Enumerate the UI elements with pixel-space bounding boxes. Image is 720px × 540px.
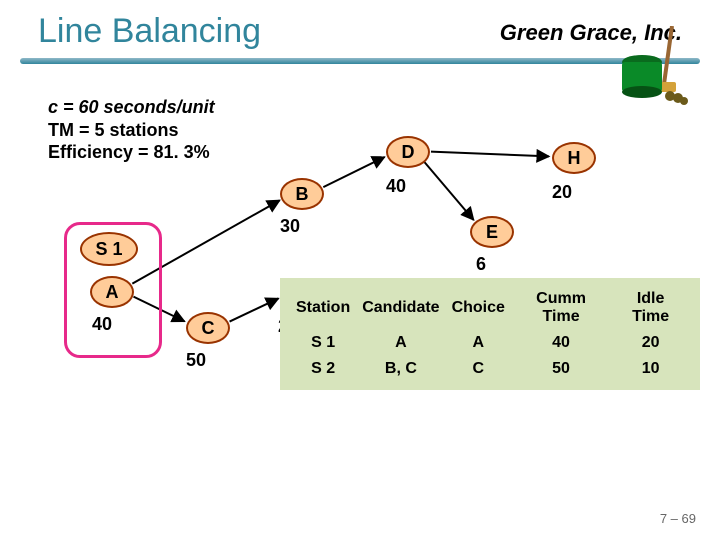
assignment-table: StationCandidateChoiceCumm TimeIdle Time… bbox=[280, 278, 700, 390]
table-cell: 50 bbox=[511, 356, 611, 382]
table-header-cell: Idle Time bbox=[611, 286, 690, 330]
table-header-row: StationCandidateChoiceCumm TimeIdle Time bbox=[290, 286, 690, 330]
node-d: D bbox=[386, 136, 430, 168]
table-cell: 20 bbox=[611, 330, 690, 356]
table-cell: S 2 bbox=[290, 356, 356, 382]
parameters-block: c = 60 seconds/unit TM = 5 stations Effi… bbox=[48, 96, 215, 164]
table-header-cell: Choice bbox=[446, 286, 511, 330]
table-cell: S 1 bbox=[290, 330, 356, 356]
table-cell: C bbox=[446, 356, 511, 382]
table-row: S 2B, CC5010 bbox=[290, 356, 690, 382]
trashcan-icon bbox=[620, 26, 690, 106]
node-c-value: 50 bbox=[186, 350, 206, 371]
param-line-tm: TM = 5 stations bbox=[48, 119, 215, 142]
param-line-eff: Efficiency = 81. 3% bbox=[48, 141, 215, 164]
node-a-value: 40 bbox=[92, 314, 112, 335]
node-b-value: 30 bbox=[280, 216, 300, 237]
table-cell: A bbox=[446, 330, 511, 356]
node-e: E bbox=[470, 216, 514, 248]
node-s1: S 1 bbox=[80, 232, 138, 266]
table-cell: A bbox=[356, 330, 445, 356]
table-header-cell: Cumm Time bbox=[511, 286, 611, 330]
table-cell: B, C bbox=[356, 356, 445, 382]
node-b: B bbox=[280, 178, 324, 210]
node-c: C bbox=[186, 312, 230, 344]
slide-title: Line Balancing bbox=[38, 12, 261, 51]
table-cell: 10 bbox=[611, 356, 690, 382]
table-header-cell: Station bbox=[290, 286, 356, 330]
slide-number: 7 – 69 bbox=[660, 511, 696, 526]
node-a: A bbox=[90, 276, 134, 308]
param-line-c: c = 60 seconds/unit bbox=[48, 96, 215, 119]
table-header-cell: Candidate bbox=[356, 286, 445, 330]
table-body: S 1AA4020S 2B, CC5010 bbox=[290, 330, 690, 382]
node-e-value: 6 bbox=[476, 254, 486, 275]
accent-line bbox=[20, 58, 700, 64]
node-h-value: 20 bbox=[552, 182, 572, 203]
table-cell: 40 bbox=[511, 330, 611, 356]
node-h: H bbox=[552, 142, 596, 174]
node-d-value: 40 bbox=[386, 176, 406, 197]
table-row: S 1AA4020 bbox=[290, 330, 690, 356]
